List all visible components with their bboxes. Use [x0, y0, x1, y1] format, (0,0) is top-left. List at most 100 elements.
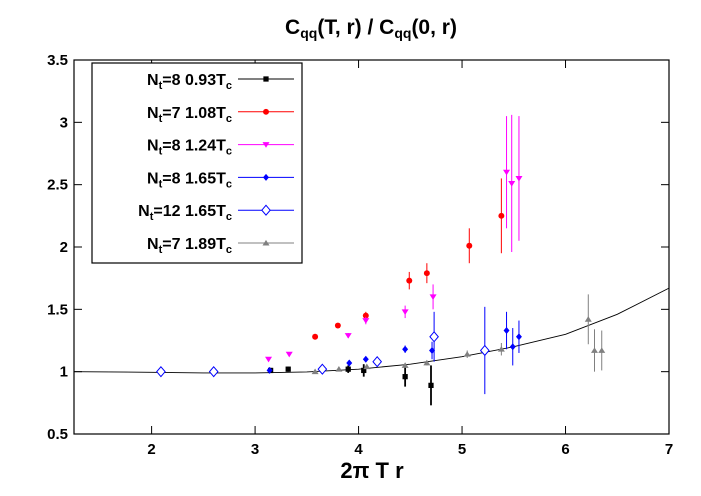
series-group — [267, 364, 434, 406]
data-point — [402, 345, 409, 353]
subscript-text: c — [226, 211, 232, 223]
label-text: C — [285, 16, 300, 39]
legend-marker — [263, 76, 269, 82]
data-point — [590, 347, 598, 353]
data-point — [334, 322, 341, 329]
data-point — [508, 180, 516, 187]
x-tick-label: 6 — [561, 441, 569, 458]
axis-ticks: 2 3 4 5 6 7 0.5 1 1.5 2 2.5 3 3.5 — [47, 52, 673, 458]
data-point — [362, 318, 370, 324]
subscript-text: c — [226, 113, 232, 125]
data-point — [466, 242, 473, 249]
label-text: N — [147, 138, 159, 155]
x-axis-label-group: 2π T r — [340, 458, 404, 483]
data-point — [515, 333, 522, 341]
label-text: =7 1.89T — [162, 236, 226, 253]
y-tick-label: 3.5 — [47, 52, 68, 69]
y-tick-label: 2 — [60, 239, 68, 256]
legend-marker — [261, 204, 271, 216]
data-point — [266, 366, 273, 374]
data-point — [311, 368, 319, 375]
subscript-text: t — [159, 113, 163, 125]
subscript-text: t — [159, 244, 163, 256]
data-point — [335, 366, 343, 372]
data-point — [423, 359, 431, 366]
data-point — [361, 367, 367, 374]
y-tick-label: 1 — [60, 364, 68, 381]
data-point — [401, 309, 409, 315]
y-tick-label: 3 — [60, 114, 68, 131]
legend-label: Nt=8 1.24Tc — [147, 138, 232, 158]
legend-label: Nt=7 1.08Tc — [147, 105, 232, 125]
legend-label: Nt=7 1.89Tc — [147, 236, 232, 256]
label-text: =8 1.24T — [162, 138, 226, 155]
data-point — [402, 374, 408, 380]
label-text: N — [147, 236, 159, 253]
legend-label: Nt=8 1.65Tc — [147, 170, 232, 190]
data-point — [429, 331, 439, 343]
label-text: =8 0.93T — [162, 72, 226, 89]
data-point — [362, 355, 369, 363]
legend-marker — [262, 142, 270, 148]
data-point — [584, 316, 592, 322]
subscript-text: qq — [394, 25, 411, 41]
data-point — [479, 344, 490, 357]
data-point — [344, 333, 352, 339]
data-point — [346, 359, 353, 367]
label-text: N — [147, 72, 159, 89]
x-tick-label: 7 — [665, 441, 673, 458]
subscript-text: c — [226, 146, 232, 158]
legend-marker — [262, 239, 270, 246]
data-point — [362, 312, 369, 319]
data-series — [156, 114, 606, 406]
chart-title-text: Cqq(T, r) / Cqq(0, r) — [285, 16, 457, 41]
data-point — [463, 351, 471, 357]
data-point — [423, 270, 430, 277]
data-point — [345, 366, 351, 372]
data-point — [406, 277, 413, 284]
subscript-text: qq — [300, 25, 317, 41]
label-text: =7 1.08T — [162, 105, 226, 122]
label-text: =8 1.65T — [162, 170, 226, 187]
x-tick-label: 5 — [458, 441, 466, 458]
y-tick-label: 0.5 — [47, 426, 68, 443]
legend-label: Nt=8 0.93Tc — [147, 72, 232, 92]
data-point — [429, 346, 436, 354]
data-point — [265, 356, 273, 363]
data-point — [498, 212, 505, 219]
label-text: N — [147, 105, 159, 122]
x-tick-label: 4 — [354, 441, 363, 458]
fit-curve — [73, 287, 670, 374]
data-point — [363, 363, 371, 370]
series-group — [265, 114, 523, 363]
data-point — [509, 343, 516, 351]
data-point — [312, 333, 319, 340]
label-text: N — [147, 170, 159, 187]
subscript-text: t — [150, 211, 154, 223]
label-text: N — [138, 203, 150, 220]
subscript-text: c — [226, 80, 232, 92]
subscript-text: t — [159, 178, 163, 190]
data-point — [503, 169, 511, 176]
data-point — [285, 351, 293, 358]
subscript-text: c — [226, 244, 232, 256]
data-point — [401, 362, 409, 368]
data-point — [598, 347, 606, 353]
x-tick-label: 3 — [251, 441, 259, 458]
subscript-text: c — [226, 178, 232, 190]
legend-label: Nt=12 1.65Tc — [138, 203, 232, 223]
fit-curve-group — [73, 287, 670, 374]
label-text: =12 1.65T — [153, 203, 226, 220]
data-point — [428, 382, 434, 389]
y-tick-label: 1.5 — [47, 301, 68, 318]
legend-marker — [263, 108, 269, 115]
chart-title: Cqq(T, r) / Cqq(0, r) — [285, 16, 457, 41]
data-point — [503, 327, 510, 335]
subscript-text: t — [159, 146, 163, 158]
x-tick-label: 2 — [147, 441, 155, 458]
x-axis-label: 2π T r — [340, 458, 404, 483]
data-point — [285, 366, 291, 372]
